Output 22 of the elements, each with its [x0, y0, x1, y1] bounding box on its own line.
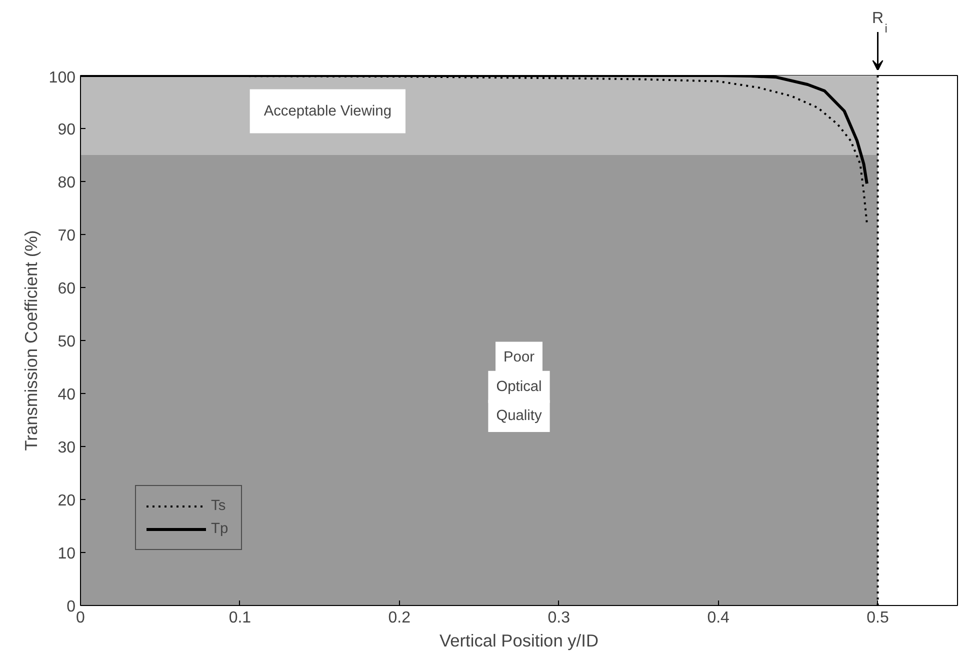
y-tick-label: 70: [58, 228, 76, 244]
y-tick-label: 90: [58, 122, 76, 138]
y-tick-label: 10: [58, 546, 76, 562]
legend-label: Ts: [211, 498, 227, 514]
x-tick-label: 0.4: [707, 610, 730, 626]
y-tick-label: 40: [58, 386, 76, 404]
y-tick-label: 50: [58, 334, 76, 350]
y-tick-label: 80: [58, 174, 76, 192]
y-tick-label: 60: [58, 280, 76, 298]
y-tick-label: 20: [58, 492, 76, 510]
band-label: Poor Optical Quality: [496, 350, 542, 424]
x-tick-label: 0.5: [866, 610, 889, 626]
y-axis-title: Transmission Coefficient (%): [20, 230, 41, 451]
x-tick-label: 0.1: [228, 610, 252, 626]
x-tick-label: 0.2: [388, 610, 411, 626]
y-tick-label: 0: [66, 598, 76, 616]
x-tick-label: 0.3: [548, 610, 570, 626]
x-axis-title: Vertical Position y/ID: [440, 630, 598, 650]
y-tick-label: 100: [48, 70, 76, 86]
y-tick-label: 30: [58, 440, 76, 456]
band-label: Acceptable Viewing: [264, 103, 392, 120]
legend-label: Tp: [211, 521, 230, 537]
